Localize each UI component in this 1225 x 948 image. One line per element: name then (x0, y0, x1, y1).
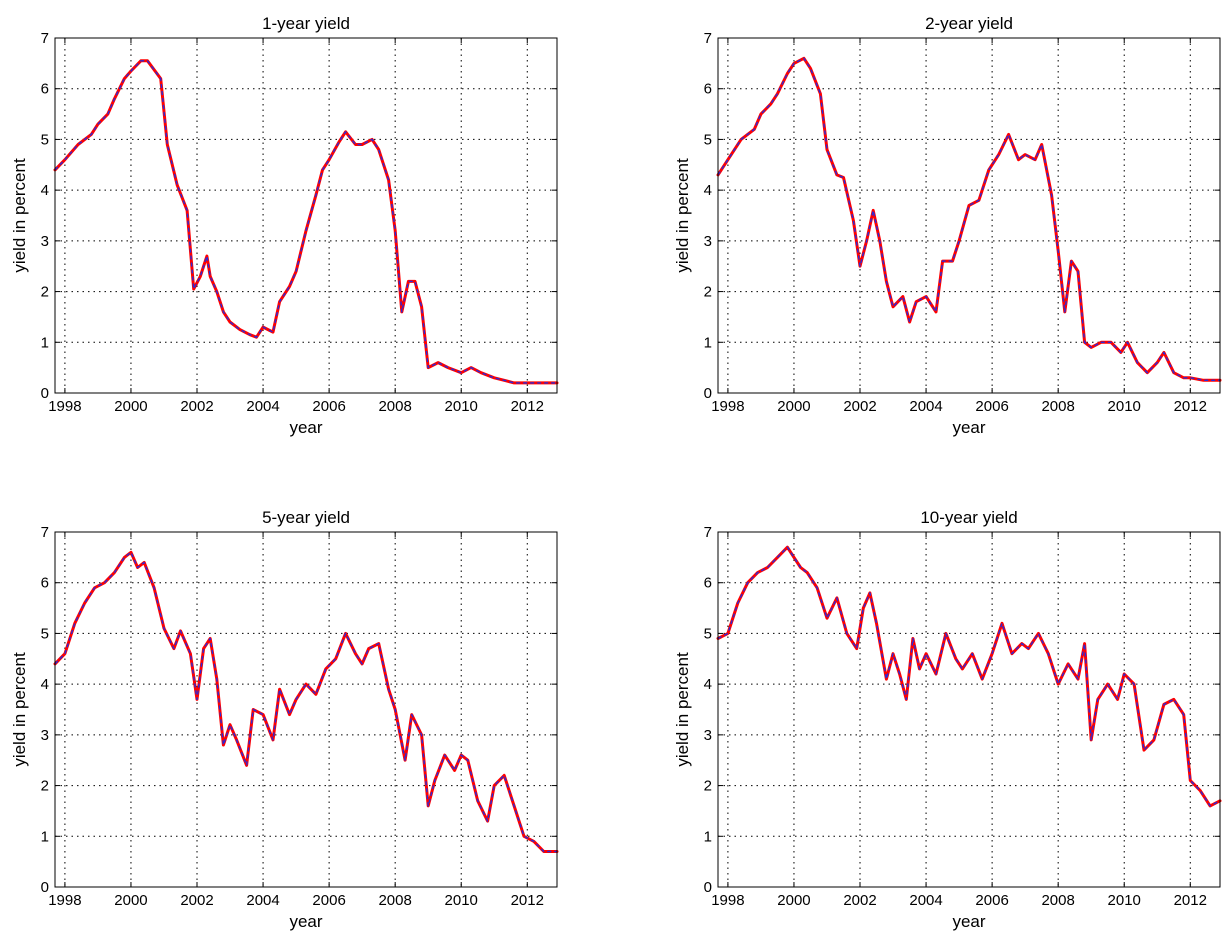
y-tick-label: 1 (41, 828, 49, 845)
x-tick-label: 2000 (114, 892, 147, 909)
x-tick-label: 2002 (843, 892, 876, 909)
y-tick-label: 2 (41, 778, 49, 795)
y-tick-label: 1 (704, 828, 712, 845)
y-tick-label: 5 (41, 625, 49, 642)
axes-frame (54, 531, 558, 888)
x-tick-label: 2012 (1174, 892, 1207, 909)
x-tick-label: 2008 (1041, 892, 1074, 909)
x-tick-label: 2010 (1108, 398, 1141, 415)
x-axis-label: year (289, 912, 322, 931)
y-tick-label: 3 (41, 727, 49, 744)
y-tick-label: 4 (704, 676, 712, 693)
y-tick-label: 2 (704, 284, 712, 301)
x-tick-label: 2004 (246, 892, 279, 909)
x-tick-label: 2008 (1041, 398, 1074, 415)
x-tick-label: 2010 (1108, 892, 1141, 909)
y-tick-label: 6 (704, 575, 712, 592)
chart-title: 2-year yield (925, 14, 1013, 33)
y-tick-label: 1 (704, 334, 712, 351)
x-tick-label: 2004 (909, 892, 942, 909)
x-tick-label: 2012 (511, 398, 544, 415)
chart-title: 5-year yield (262, 508, 350, 527)
y-tick-label: 6 (704, 81, 712, 98)
x-tick-label: 2000 (114, 398, 147, 415)
axes-frame (54, 37, 558, 394)
axes-frame (717, 37, 1221, 394)
chart-panel-3: 0 1 2 3 4 5 6 7 1998 2000 2002 2004 2006 2008 2010 2012… (10, 508, 559, 931)
chart-title: 1-year yield (262, 14, 350, 33)
y-axis-label: yield in percent (10, 652, 29, 767)
series-line-observed (54, 60, 557, 384)
series-line-fitted (716, 545, 1222, 808)
x-tick-label: 2006 (312, 892, 345, 909)
y-tick-label: 7 (41, 524, 49, 541)
x-tick-label: 2010 (445, 398, 478, 415)
x-axis-label: year (289, 418, 322, 437)
y-tick-label: 0 (704, 385, 712, 402)
series-line-fitted (53, 550, 559, 853)
y-axis-label: yield in percent (673, 652, 692, 767)
series-line-fitted (716, 56, 1222, 382)
x-tick-label: 2000 (777, 892, 810, 909)
y-tick-label: 4 (704, 182, 712, 199)
chart-panel-4: 0 1 2 3 4 5 6 7 1998 2000 2002 2004 2006 2008 2010 2012… (673, 508, 1222, 931)
x-tick-label: 2006 (312, 398, 345, 415)
x-tick-label: 2008 (378, 892, 411, 909)
x-tick-label: 2006 (975, 892, 1008, 909)
chart-panel-2: 0 1 2 3 4 5 6 7 1998 2000 2002 2004 2006 2008 2010 2012… (673, 14, 1222, 437)
x-tick-label: 2012 (1174, 398, 1207, 415)
x-tick-label: 2002 (180, 398, 213, 415)
x-axis-label: year (952, 912, 985, 931)
y-tick-label: 1 (41, 334, 49, 351)
y-tick-label: 0 (704, 879, 712, 896)
x-tick-label: 2002 (843, 398, 876, 415)
y-tick-label: 6 (41, 81, 49, 98)
y-tick-label: 5 (41, 131, 49, 148)
chart-title: 10-year yield (920, 508, 1017, 527)
series-line-fitted (53, 59, 559, 385)
x-tick-label: 1998 (48, 398, 81, 415)
x-tick-label: 1998 (48, 892, 81, 909)
series-line-observed (717, 57, 1220, 381)
y-tick-label: 4 (41, 182, 49, 199)
y-tick-label: 7 (41, 30, 49, 47)
y-tick-label: 0 (41, 879, 49, 896)
y-tick-label: 5 (704, 625, 712, 642)
x-tick-label: 2006 (975, 398, 1008, 415)
series-line-observed (717, 546, 1221, 807)
y-tick-label: 7 (704, 30, 712, 47)
y-tick-label: 5 (704, 131, 712, 148)
x-tick-label: 2012 (511, 892, 544, 909)
x-tick-label: 2000 (777, 398, 810, 415)
series-line-observed (54, 551, 557, 853)
y-tick-label: 0 (41, 385, 49, 402)
y-tick-label: 3 (41, 233, 49, 250)
y-tick-label: 6 (41, 575, 49, 592)
x-tick-label: 2002 (180, 892, 213, 909)
x-tick-label: 1998 (711, 892, 744, 909)
y-axis-label: yield in percent (10, 158, 29, 273)
y-tick-label: 3 (704, 727, 712, 744)
y-tick-label: 4 (41, 676, 49, 693)
y-axis-label: yield in percent (673, 158, 692, 273)
x-tick-label: 1998 (711, 398, 744, 415)
x-axis-label: year (952, 418, 985, 437)
x-tick-label: 2004 (909, 398, 942, 415)
x-tick-label: 2008 (378, 398, 411, 415)
x-tick-label: 2010 (445, 892, 478, 909)
y-tick-label: 2 (704, 778, 712, 795)
x-tick-label: 2004 (246, 398, 279, 415)
y-tick-label: 2 (41, 284, 49, 301)
y-tick-label: 3 (704, 233, 712, 250)
chart-panel-1: 0 1 2 3 4 5 6 7 1998 2000 2002 2004 2006 2008 2010 2012… (10, 14, 559, 437)
axes-frame (717, 531, 1221, 888)
y-tick-label: 7 (704, 524, 712, 541)
